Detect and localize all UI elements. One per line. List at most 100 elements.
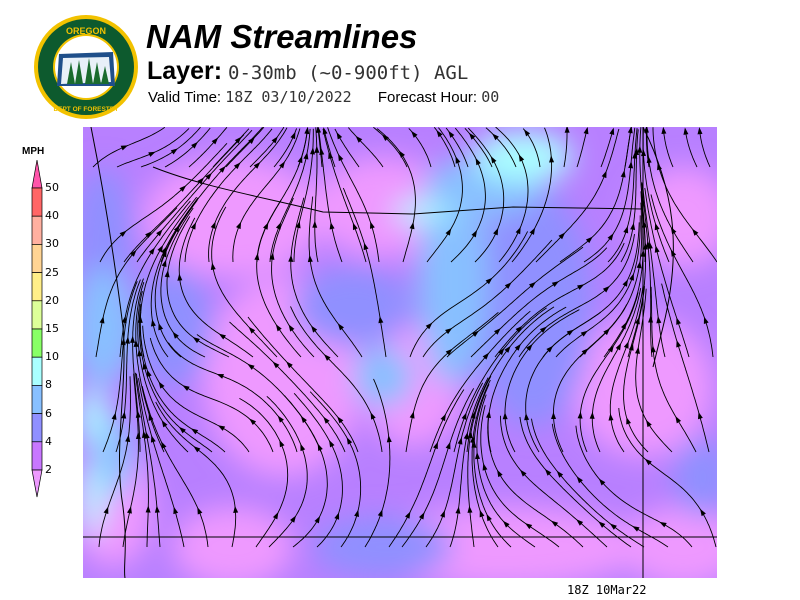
- streamline-arrow: [158, 381, 165, 389]
- streamline-arrow: [172, 331, 179, 339]
- color-legend: [31, 159, 43, 498]
- streamline-arrow: [529, 227, 536, 235]
- streamline: [623, 286, 649, 453]
- streamline-arrow: [111, 412, 117, 420]
- streamline-arrow: [601, 170, 607, 179]
- streamline-arrow: [337, 416, 344, 424]
- streamline-arrow: [197, 177, 205, 185]
- streamline: [519, 416, 632, 548]
- streamline-arrow: [515, 226, 521, 235]
- streamline-arrow: [683, 127, 689, 135]
- streamline-arrow: [177, 273, 183, 281]
- streamline-arrow: [550, 520, 559, 527]
- streamline-arrow: [448, 130, 455, 138]
- streamline: [635, 288, 673, 453]
- streamline-arrow: [504, 282, 512, 289]
- streamline-arrow: [622, 279, 628, 287]
- streamline-arrow: [566, 329, 574, 336]
- streamline-arrow: [120, 338, 126, 346]
- streamline-arrow: [700, 508, 706, 517]
- streamline-arrow: [598, 521, 606, 528]
- streamline-arrow: [485, 277, 493, 285]
- streamline-arrow: [304, 127, 310, 135]
- streamline: [293, 392, 343, 548]
- streamline: [504, 309, 580, 453]
- streamline-arrow: [514, 343, 522, 351]
- streamline-arrow: [409, 221, 415, 230]
- streamline-arrow: [474, 452, 480, 460]
- layer-label: Layer:: [147, 57, 223, 85]
- streamline-arrow: [254, 253, 260, 261]
- streamline: [168, 342, 298, 453]
- state-borders: [83, 127, 717, 578]
- streamline: [136, 129, 253, 263]
- streamline: [453, 307, 547, 453]
- wind-speed-region: [623, 507, 717, 578]
- streamline-arrow: [269, 252, 275, 260]
- streamline-arrow: [564, 127, 570, 133]
- streamline-arrow: [148, 151, 156, 157]
- streamline-arrow: [272, 361, 280, 369]
- streamline-arrow: [659, 521, 667, 528]
- streamline-arrow: [471, 330, 480, 337]
- streamline-arrow: [145, 505, 151, 513]
- streamline-arrow: [370, 412, 376, 420]
- streamline: [409, 231, 529, 358]
- streamline-arrow: [445, 348, 453, 356]
- streamline-arrow: [470, 411, 476, 419]
- streamline-arrow: [577, 411, 583, 419]
- streamline-arrow: [120, 145, 129, 151]
- streamline: [99, 142, 228, 263]
- streamline-arrow: [314, 515, 320, 524]
- streamline-arrow: [471, 230, 478, 238]
- streamline-arrow: [405, 511, 411, 519]
- legend-bin: [31, 385, 43, 414]
- streamline-arrow: [436, 130, 443, 138]
- streamline: [607, 128, 638, 263]
- svg-text:OREGON: OREGON: [66, 26, 106, 36]
- streamline: [646, 127, 694, 263]
- streamline-arrow: [190, 222, 196, 230]
- streamline: [624, 127, 632, 168]
- streamline-arrow: [286, 361, 293, 369]
- streamline: [308, 196, 363, 358]
- streamline-arrow: [623, 341, 629, 349]
- streamline-arrow: [492, 133, 499, 141]
- streamline-arrow: [603, 328, 610, 336]
- streamline-arrow: [445, 228, 452, 236]
- streamline-arrow: [127, 506, 132, 514]
- streamline-arrow: [544, 468, 552, 476]
- streamline-arrow: [607, 233, 614, 241]
- streamline: [531, 418, 645, 548]
- streamline: [269, 128, 311, 263]
- streamline: [212, 128, 250, 168]
- streamline-arrow: [598, 478, 606, 486]
- streamline-arrow: [300, 443, 306, 452]
- streamline: [405, 311, 499, 453]
- streamline: [699, 128, 711, 168]
- streamline: [551, 423, 669, 548]
- streamline: [576, 128, 588, 168]
- streamline-arrow: [161, 249, 167, 258]
- streamline: [591, 288, 642, 453]
- forecast-hour-value: 00: [481, 88, 500, 106]
- streamline-arrow: [703, 316, 709, 325]
- streamline-arrow: [314, 145, 320, 153]
- streamline: [480, 405, 560, 548]
- streamline-arrow: [546, 345, 554, 353]
- streamline-arrow: [164, 270, 170, 278]
- streamline-arrow: [288, 324, 295, 332]
- streamline-arrow: [692, 228, 699, 236]
- streamline-arrow: [445, 327, 453, 335]
- legend-bin: [31, 328, 43, 358]
- streamline-arrow: [144, 431, 150, 439]
- streamline-arrow: [272, 512, 279, 520]
- legend-label: 20: [45, 293, 59, 307]
- streamline-arrow: [646, 419, 652, 428]
- streamline-arrow: [641, 220, 647, 228]
- streamline-arrow: [675, 416, 682, 424]
- legend-bin: [31, 413, 43, 443]
- streamline-arrow: [297, 155, 303, 164]
- streamline-arrow: [295, 221, 301, 229]
- streamline-arrow: [234, 136, 242, 144]
